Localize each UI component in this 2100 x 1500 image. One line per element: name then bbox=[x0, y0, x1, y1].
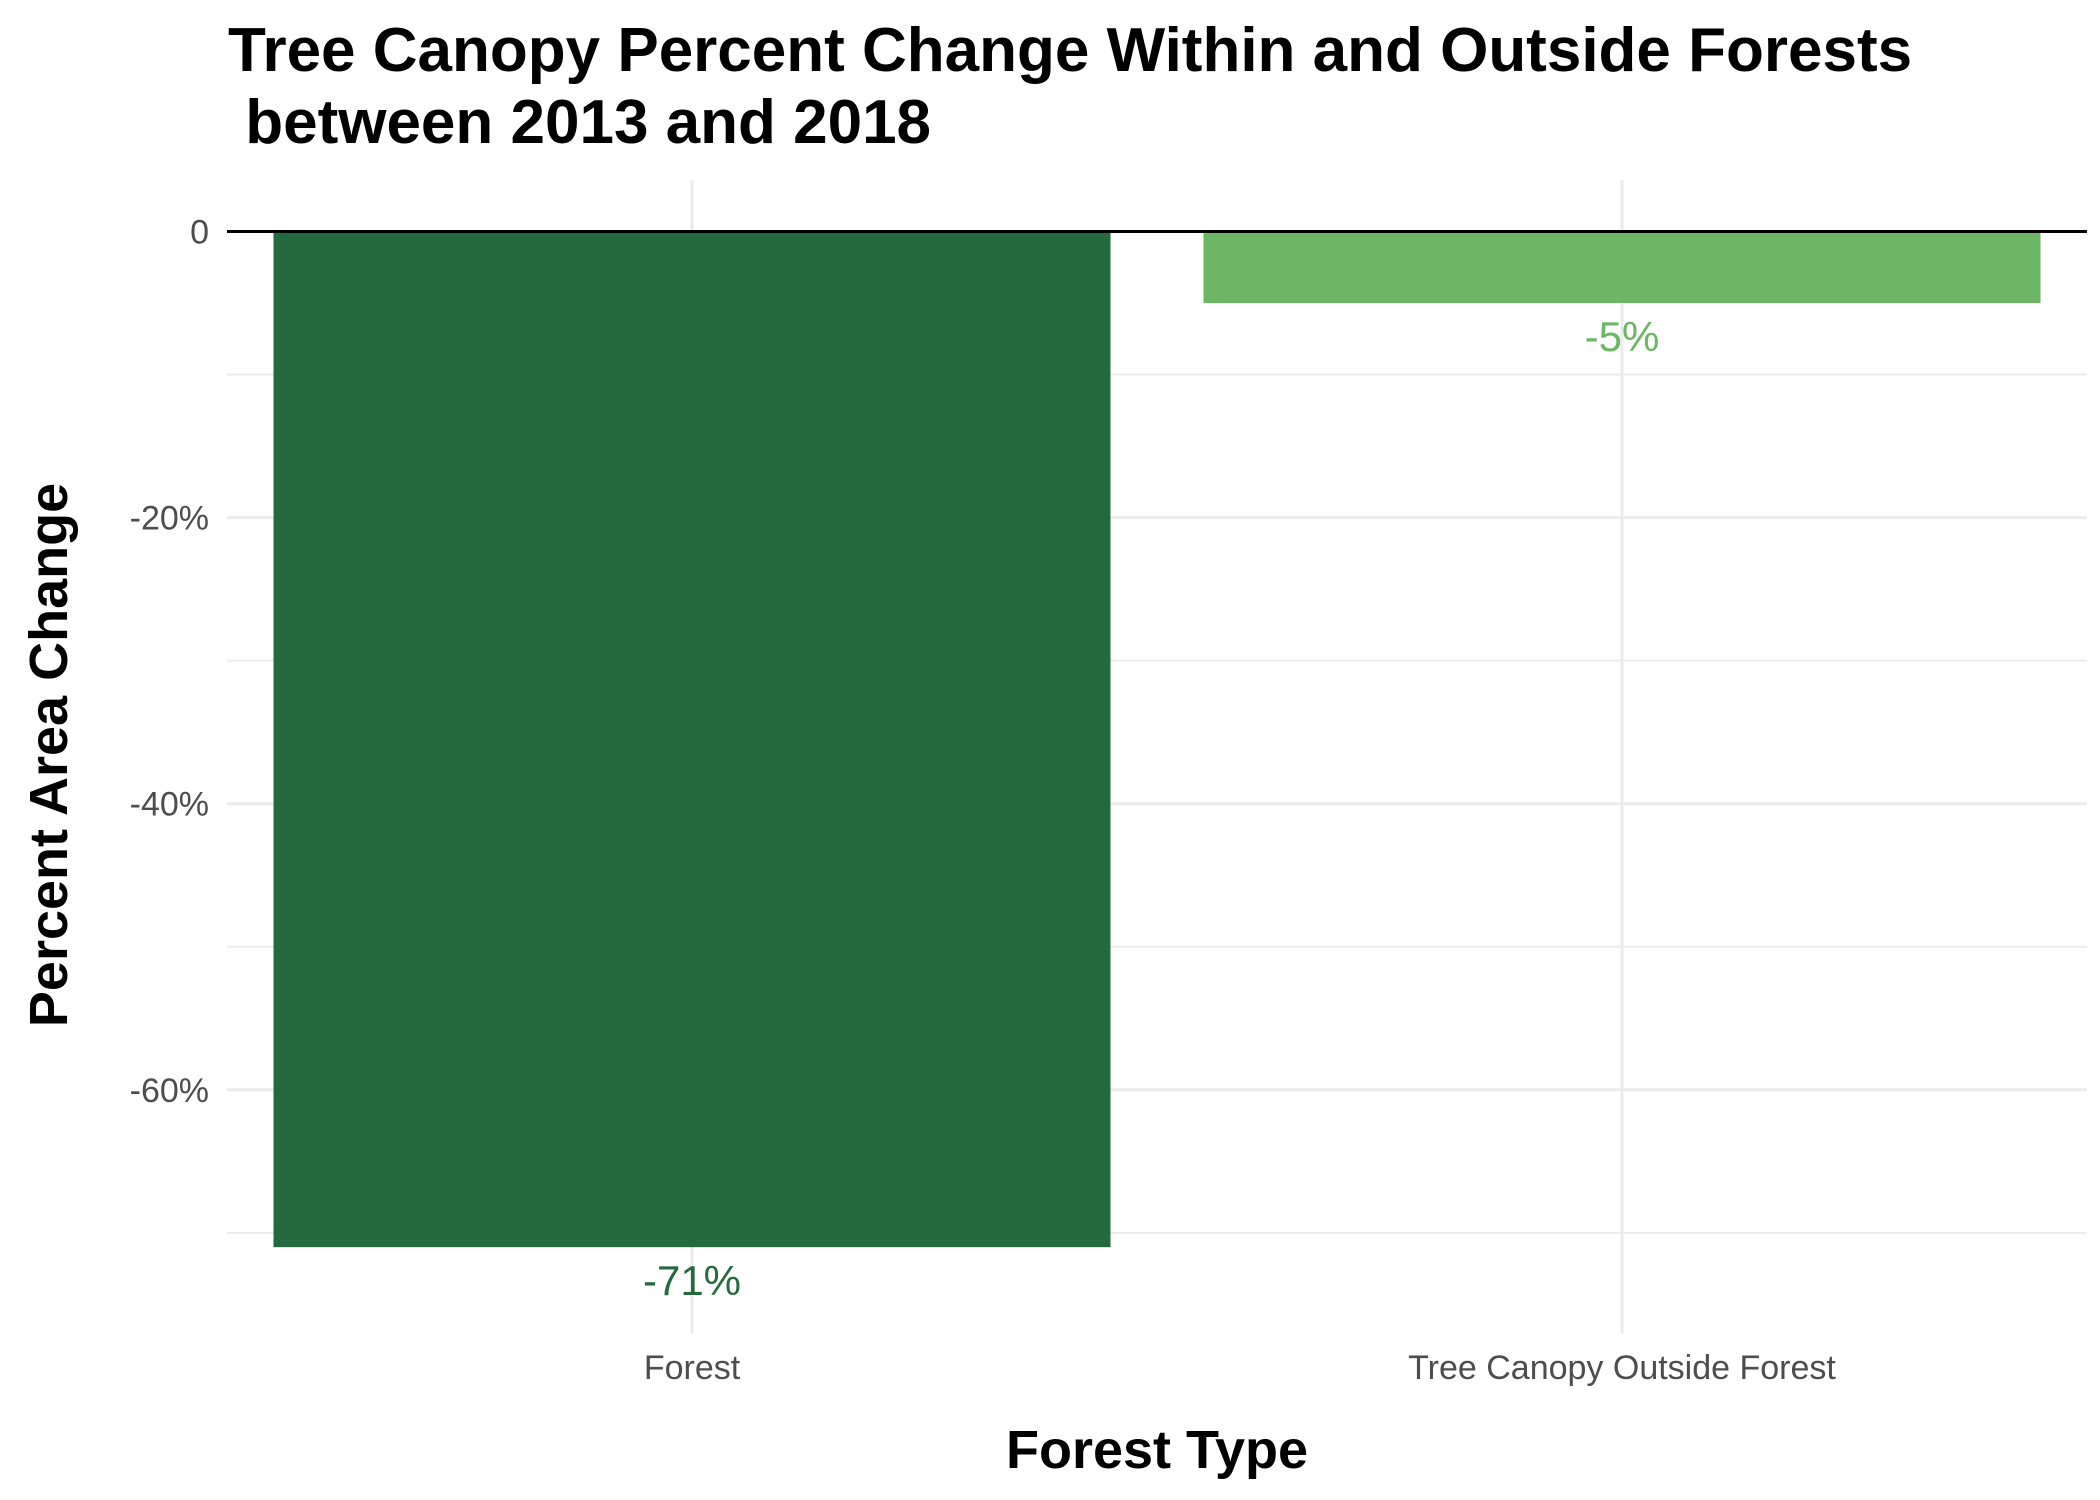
y-tick-label: 0 bbox=[190, 213, 209, 251]
data-labels: -71% -5% bbox=[643, 313, 1659, 1304]
x-tick-label: Forest bbox=[644, 1349, 741, 1387]
y-tick-label: -60% bbox=[130, 1072, 209, 1110]
y-axis-title: Percent Area Change bbox=[19, 483, 79, 1027]
chart-title-line-2: between 2013 and 2018 bbox=[228, 88, 932, 157]
bar-forest bbox=[273, 231, 1111, 1248]
x-axis-title: Forest Type bbox=[1006, 1420, 1308, 1480]
x-tick-label: Tree Canopy Outside Forest bbox=[1408, 1349, 1836, 1387]
bars bbox=[273, 231, 2041, 1248]
y-tick-label: -20% bbox=[130, 500, 209, 538]
data-label: -71% bbox=[643, 1257, 741, 1304]
bar-tree-canopy-outside-forest bbox=[1203, 231, 2041, 304]
chart-title-line-1: Tree Canopy Percent Change Within and Ou… bbox=[228, 16, 1913, 85]
y-axis-ticks: 0 -20% -40% -60% bbox=[130, 213, 209, 1109]
x-axis-ticks: Forest Tree Canopy Outside Forest bbox=[644, 1349, 1837, 1387]
y-tick-label: -40% bbox=[130, 786, 209, 824]
data-label: -5% bbox=[1585, 313, 1660, 360]
